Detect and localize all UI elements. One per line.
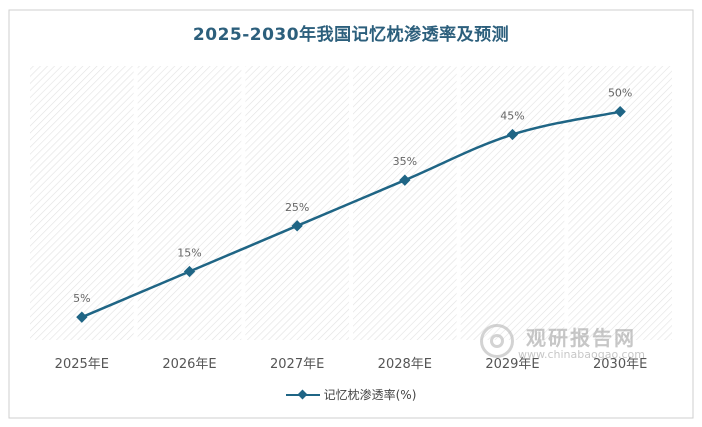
data-point-marker (506, 128, 519, 141)
x-tick-label: 2027年E (270, 357, 324, 372)
data-point-marker (399, 174, 411, 186)
legend-line-marker-icon (285, 389, 320, 401)
legend: 记忆枕渗透率(%) (0, 386, 702, 403)
plot-background (30, 66, 672, 340)
data-label: 5% (73, 292, 90, 305)
chart-title: 2025-2030年我国记忆枕渗透率及预测 (192, 25, 510, 45)
x-tick-label: 2025年E (55, 357, 109, 372)
data-label: 45% (500, 110, 524, 123)
data-point-marker (291, 220, 303, 232)
category-band (137, 66, 242, 340)
watermark-logo-icon (480, 324, 514, 358)
x-tick-label: 2030年E (593, 357, 647, 372)
category-band (30, 66, 134, 340)
x-tick-label: 2029年E (485, 357, 539, 372)
category-band (245, 66, 349, 340)
x-axis-ticks: 2025年E 2026年E 2027年E 2028年E 2029年E 2030年E (55, 357, 648, 372)
data-label: 50% (608, 87, 632, 100)
data-label: 35% (393, 155, 417, 168)
watermark-subtext: www.chinabaogao.com (518, 348, 645, 361)
watermark: 观研报告网 www.chinabaogao.com (478, 322, 648, 362)
outer-border (8, 9, 694, 419)
category-band (460, 66, 565, 340)
x-tick-label: 2028年E (378, 357, 432, 372)
watermark-text: 观研报告网 (526, 326, 636, 350)
data-point-marker (183, 265, 196, 278)
category-band (353, 66, 457, 340)
series-line (81, 110, 621, 319)
data-label: 15% (177, 247, 201, 260)
data-label: 25% (285, 201, 309, 214)
x-tick-label: 2026年E (162, 357, 216, 372)
data-labels: 5% 15% 25% 35% 45% 50% (73, 87, 632, 305)
legend-label: 记忆枕渗透率(%) (323, 388, 417, 402)
